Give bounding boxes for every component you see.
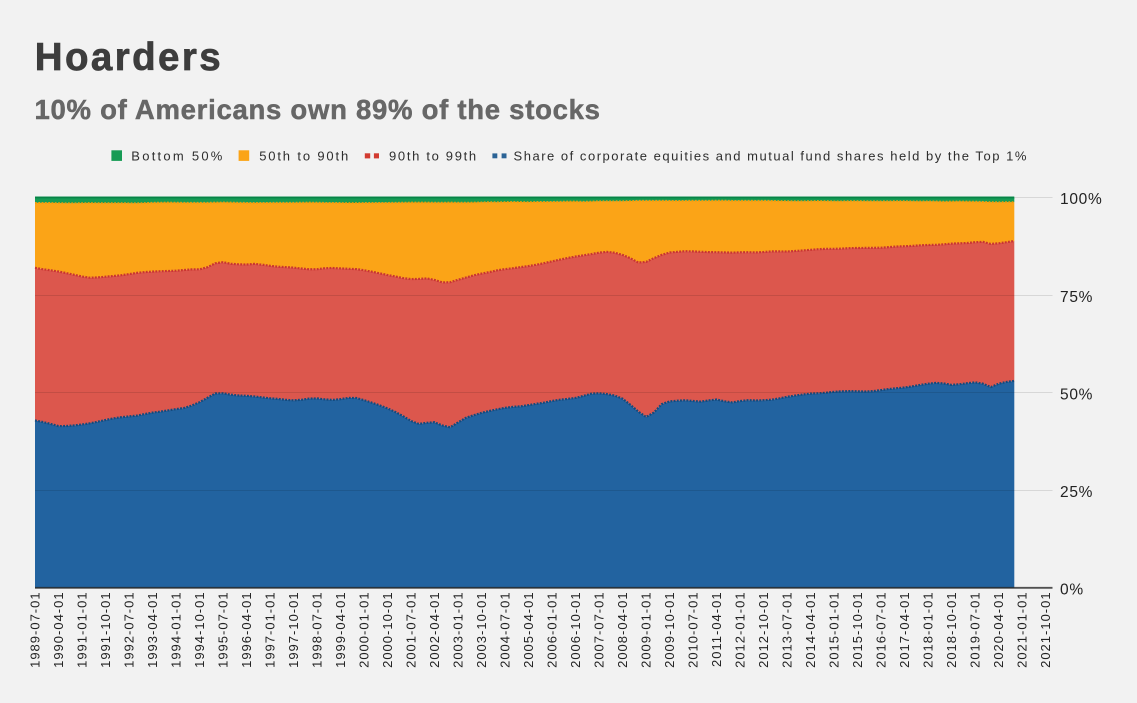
svg-text:2009-01-01: 2009-01-01 — [639, 591, 654, 668]
svg-text:2005-04-01: 2005-04-01 — [521, 591, 536, 668]
svg-text:2015-10-01: 2015-10-01 — [850, 591, 865, 668]
svg-text:2018-10-01: 2018-10-01 — [944, 591, 959, 668]
svg-text:Bottom 50%: Bottom 50% — [131, 149, 224, 164]
svg-text:90th to 99th: 90th to 99th — [389, 149, 478, 164]
svg-text:2015-01-01: 2015-01-01 — [827, 591, 842, 668]
svg-text:75%: 75% — [1060, 289, 1093, 306]
svg-text:2011-04-01: 2011-04-01 — [709, 591, 724, 667]
svg-text:1990-04-01: 1990-04-01 — [51, 591, 66, 668]
svg-text:1991-10-01: 1991-10-01 — [98, 591, 113, 668]
svg-text:2001-07-01: 2001-07-01 — [404, 591, 419, 668]
svg-text:2021-10-01: 2021-10-01 — [1038, 591, 1053, 668]
svg-text:2003-10-01: 2003-10-01 — [474, 591, 489, 668]
svg-text:1997-01-01: 1997-01-01 — [263, 591, 278, 668]
svg-text:2007-07-01: 2007-07-01 — [592, 591, 607, 668]
svg-text:1999-04-01: 1999-04-01 — [333, 591, 348, 668]
svg-text:2006-01-01: 2006-01-01 — [545, 591, 560, 668]
svg-text:1992-07-01: 1992-07-01 — [122, 591, 137, 668]
svg-text:50%: 50% — [1060, 386, 1093, 403]
svg-text:2003-01-01: 2003-01-01 — [451, 591, 466, 668]
svg-text:2016-07-01: 2016-07-01 — [874, 591, 889, 668]
svg-text:1993-04-01: 1993-04-01 — [145, 591, 160, 668]
svg-text:2017-04-01: 2017-04-01 — [897, 591, 912, 668]
svg-text:2020-04-01: 2020-04-01 — [991, 591, 1006, 668]
svg-text:2014-04-01: 2014-04-01 — [803, 591, 818, 668]
svg-text:25%: 25% — [1060, 484, 1093, 501]
svg-text:1991-01-01: 1991-01-01 — [75, 591, 90, 668]
svg-text:2013-07-01: 2013-07-01 — [780, 591, 795, 668]
svg-text:0%: 0% — [1060, 582, 1084, 599]
svg-text:1998-07-01: 1998-07-01 — [310, 591, 325, 668]
svg-text:2006-10-01: 2006-10-01 — [568, 591, 583, 668]
svg-text:50th to 90th: 50th to 90th — [259, 149, 350, 164]
svg-text:2004-07-01: 2004-07-01 — [498, 591, 513, 668]
svg-text:2000-10-01: 2000-10-01 — [380, 591, 395, 668]
svg-text:2010-07-01: 2010-07-01 — [686, 591, 701, 668]
svg-text:100%: 100% — [1060, 191, 1102, 208]
svg-text:Share of corporate equities an: Share of corporate equities and mutual f… — [514, 149, 1028, 164]
svg-text:2000-01-01: 2000-01-01 — [357, 591, 372, 668]
svg-text:1995-07-01: 1995-07-01 — [216, 591, 231, 668]
svg-text:1989-07-01: 1989-07-01 — [28, 591, 43, 668]
svg-text:2021-01-01: 2021-01-01 — [1015, 591, 1030, 668]
svg-text:2002-04-01: 2002-04-01 — [427, 591, 442, 668]
svg-text:2012-01-01: 2012-01-01 — [733, 591, 748, 668]
svg-text:1997-10-01: 1997-10-01 — [286, 591, 301, 668]
svg-text:2009-10-01: 2009-10-01 — [662, 591, 677, 668]
svg-text:2008-04-01: 2008-04-01 — [615, 591, 630, 668]
svg-text:2019-07-01: 2019-07-01 — [968, 591, 983, 668]
svg-text:2012-10-01: 2012-10-01 — [756, 591, 771, 668]
svg-text:1994-10-01: 1994-10-01 — [192, 591, 207, 668]
svg-text:1996-04-01: 1996-04-01 — [239, 591, 254, 668]
svg-text:2018-01-01: 2018-01-01 — [921, 591, 936, 668]
svg-text:1994-01-01: 1994-01-01 — [169, 591, 184, 668]
